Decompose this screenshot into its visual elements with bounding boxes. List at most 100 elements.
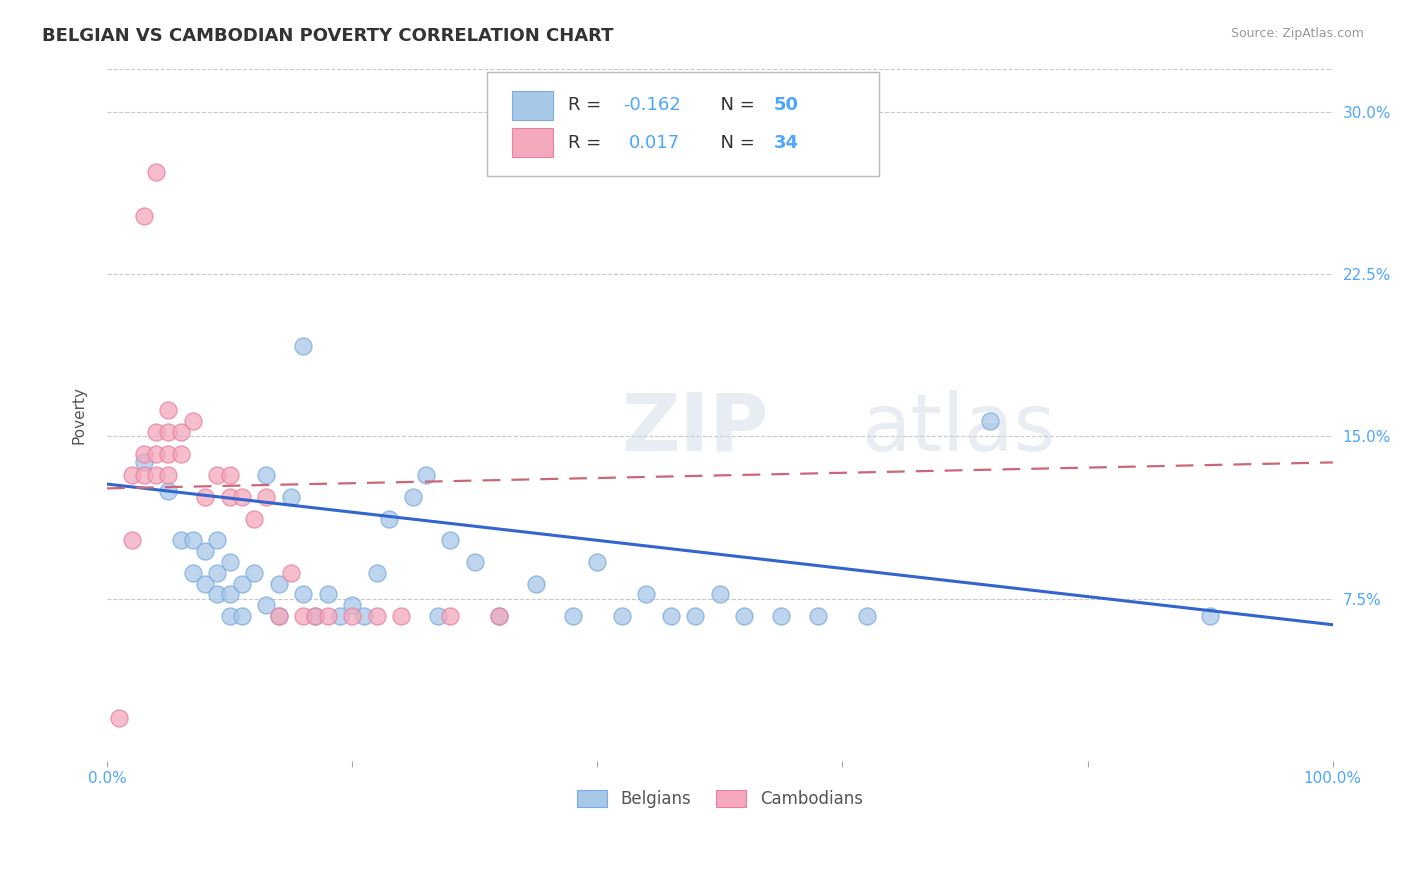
Point — [145, 425, 167, 439]
Point — [439, 609, 461, 624]
Point — [292, 609, 315, 624]
FancyBboxPatch shape — [512, 128, 553, 157]
Point — [659, 609, 682, 624]
Point — [316, 609, 339, 624]
Text: atlas: atlas — [860, 390, 1056, 467]
Point — [254, 599, 277, 613]
Point — [366, 566, 388, 580]
Point — [979, 414, 1001, 428]
Point — [207, 566, 229, 580]
Point — [415, 468, 437, 483]
Point — [181, 533, 204, 548]
Point — [464, 555, 486, 569]
Point — [561, 609, 583, 624]
Point — [218, 468, 240, 483]
Point — [316, 587, 339, 601]
Point — [132, 468, 155, 483]
Y-axis label: Poverty: Poverty — [72, 386, 86, 444]
Text: 0.017: 0.017 — [630, 134, 681, 152]
Point — [610, 609, 633, 624]
Point — [439, 533, 461, 548]
Point — [389, 609, 412, 624]
Point — [194, 490, 217, 504]
Text: 34: 34 — [773, 134, 799, 152]
Point — [132, 209, 155, 223]
Text: R =: R = — [568, 134, 613, 152]
Point — [685, 609, 707, 624]
Point — [709, 587, 731, 601]
Point — [280, 490, 302, 504]
Point — [254, 468, 277, 483]
Point — [218, 609, 240, 624]
Point — [770, 609, 793, 624]
Text: N =: N = — [709, 134, 761, 152]
Point — [378, 511, 401, 525]
Point — [169, 425, 191, 439]
Point — [304, 609, 326, 624]
Point — [488, 609, 510, 624]
FancyBboxPatch shape — [512, 91, 553, 120]
Text: 50: 50 — [773, 96, 799, 114]
Point — [157, 447, 180, 461]
Point — [169, 533, 191, 548]
FancyBboxPatch shape — [486, 72, 879, 176]
Text: Source: ZipAtlas.com: Source: ZipAtlas.com — [1230, 27, 1364, 40]
Point — [1199, 609, 1222, 624]
Point — [207, 468, 229, 483]
Point — [218, 555, 240, 569]
Point — [108, 711, 131, 725]
Point — [181, 414, 204, 428]
Point — [329, 609, 352, 624]
Point — [427, 609, 450, 624]
Point — [304, 609, 326, 624]
Point — [145, 447, 167, 461]
Point — [231, 576, 253, 591]
Point — [342, 599, 364, 613]
Point — [807, 609, 830, 624]
Point — [157, 425, 180, 439]
Point — [243, 566, 266, 580]
Text: N =: N = — [709, 96, 761, 114]
Point — [132, 455, 155, 469]
Point — [145, 468, 167, 483]
Point — [488, 609, 510, 624]
Point — [402, 490, 425, 504]
Point — [121, 533, 143, 548]
Point — [292, 338, 315, 352]
Text: -0.162: -0.162 — [623, 96, 681, 114]
Point — [194, 576, 217, 591]
Point — [231, 609, 253, 624]
Point — [132, 447, 155, 461]
Point — [157, 468, 180, 483]
Text: ZIP: ZIP — [621, 390, 769, 467]
Point — [121, 468, 143, 483]
Point — [586, 555, 609, 569]
Point — [254, 490, 277, 504]
Text: R =: R = — [568, 96, 607, 114]
Point — [218, 490, 240, 504]
Point — [524, 576, 547, 591]
Point — [366, 609, 388, 624]
Point — [157, 483, 180, 498]
Point — [231, 490, 253, 504]
Point — [267, 609, 290, 624]
Point — [733, 609, 755, 624]
Point — [267, 609, 290, 624]
Legend: Belgians, Cambodians: Belgians, Cambodians — [571, 783, 869, 815]
Point — [181, 566, 204, 580]
Point — [194, 544, 217, 558]
Point — [243, 511, 266, 525]
Point — [218, 587, 240, 601]
Point — [157, 403, 180, 417]
Point — [207, 533, 229, 548]
Point — [207, 587, 229, 601]
Point — [856, 609, 879, 624]
Point — [292, 587, 315, 601]
Point — [145, 165, 167, 179]
Point — [636, 587, 658, 601]
Point — [169, 447, 191, 461]
Point — [342, 609, 364, 624]
Point — [267, 576, 290, 591]
Text: BELGIAN VS CAMBODIAN POVERTY CORRELATION CHART: BELGIAN VS CAMBODIAN POVERTY CORRELATION… — [42, 27, 613, 45]
Point — [353, 609, 375, 624]
